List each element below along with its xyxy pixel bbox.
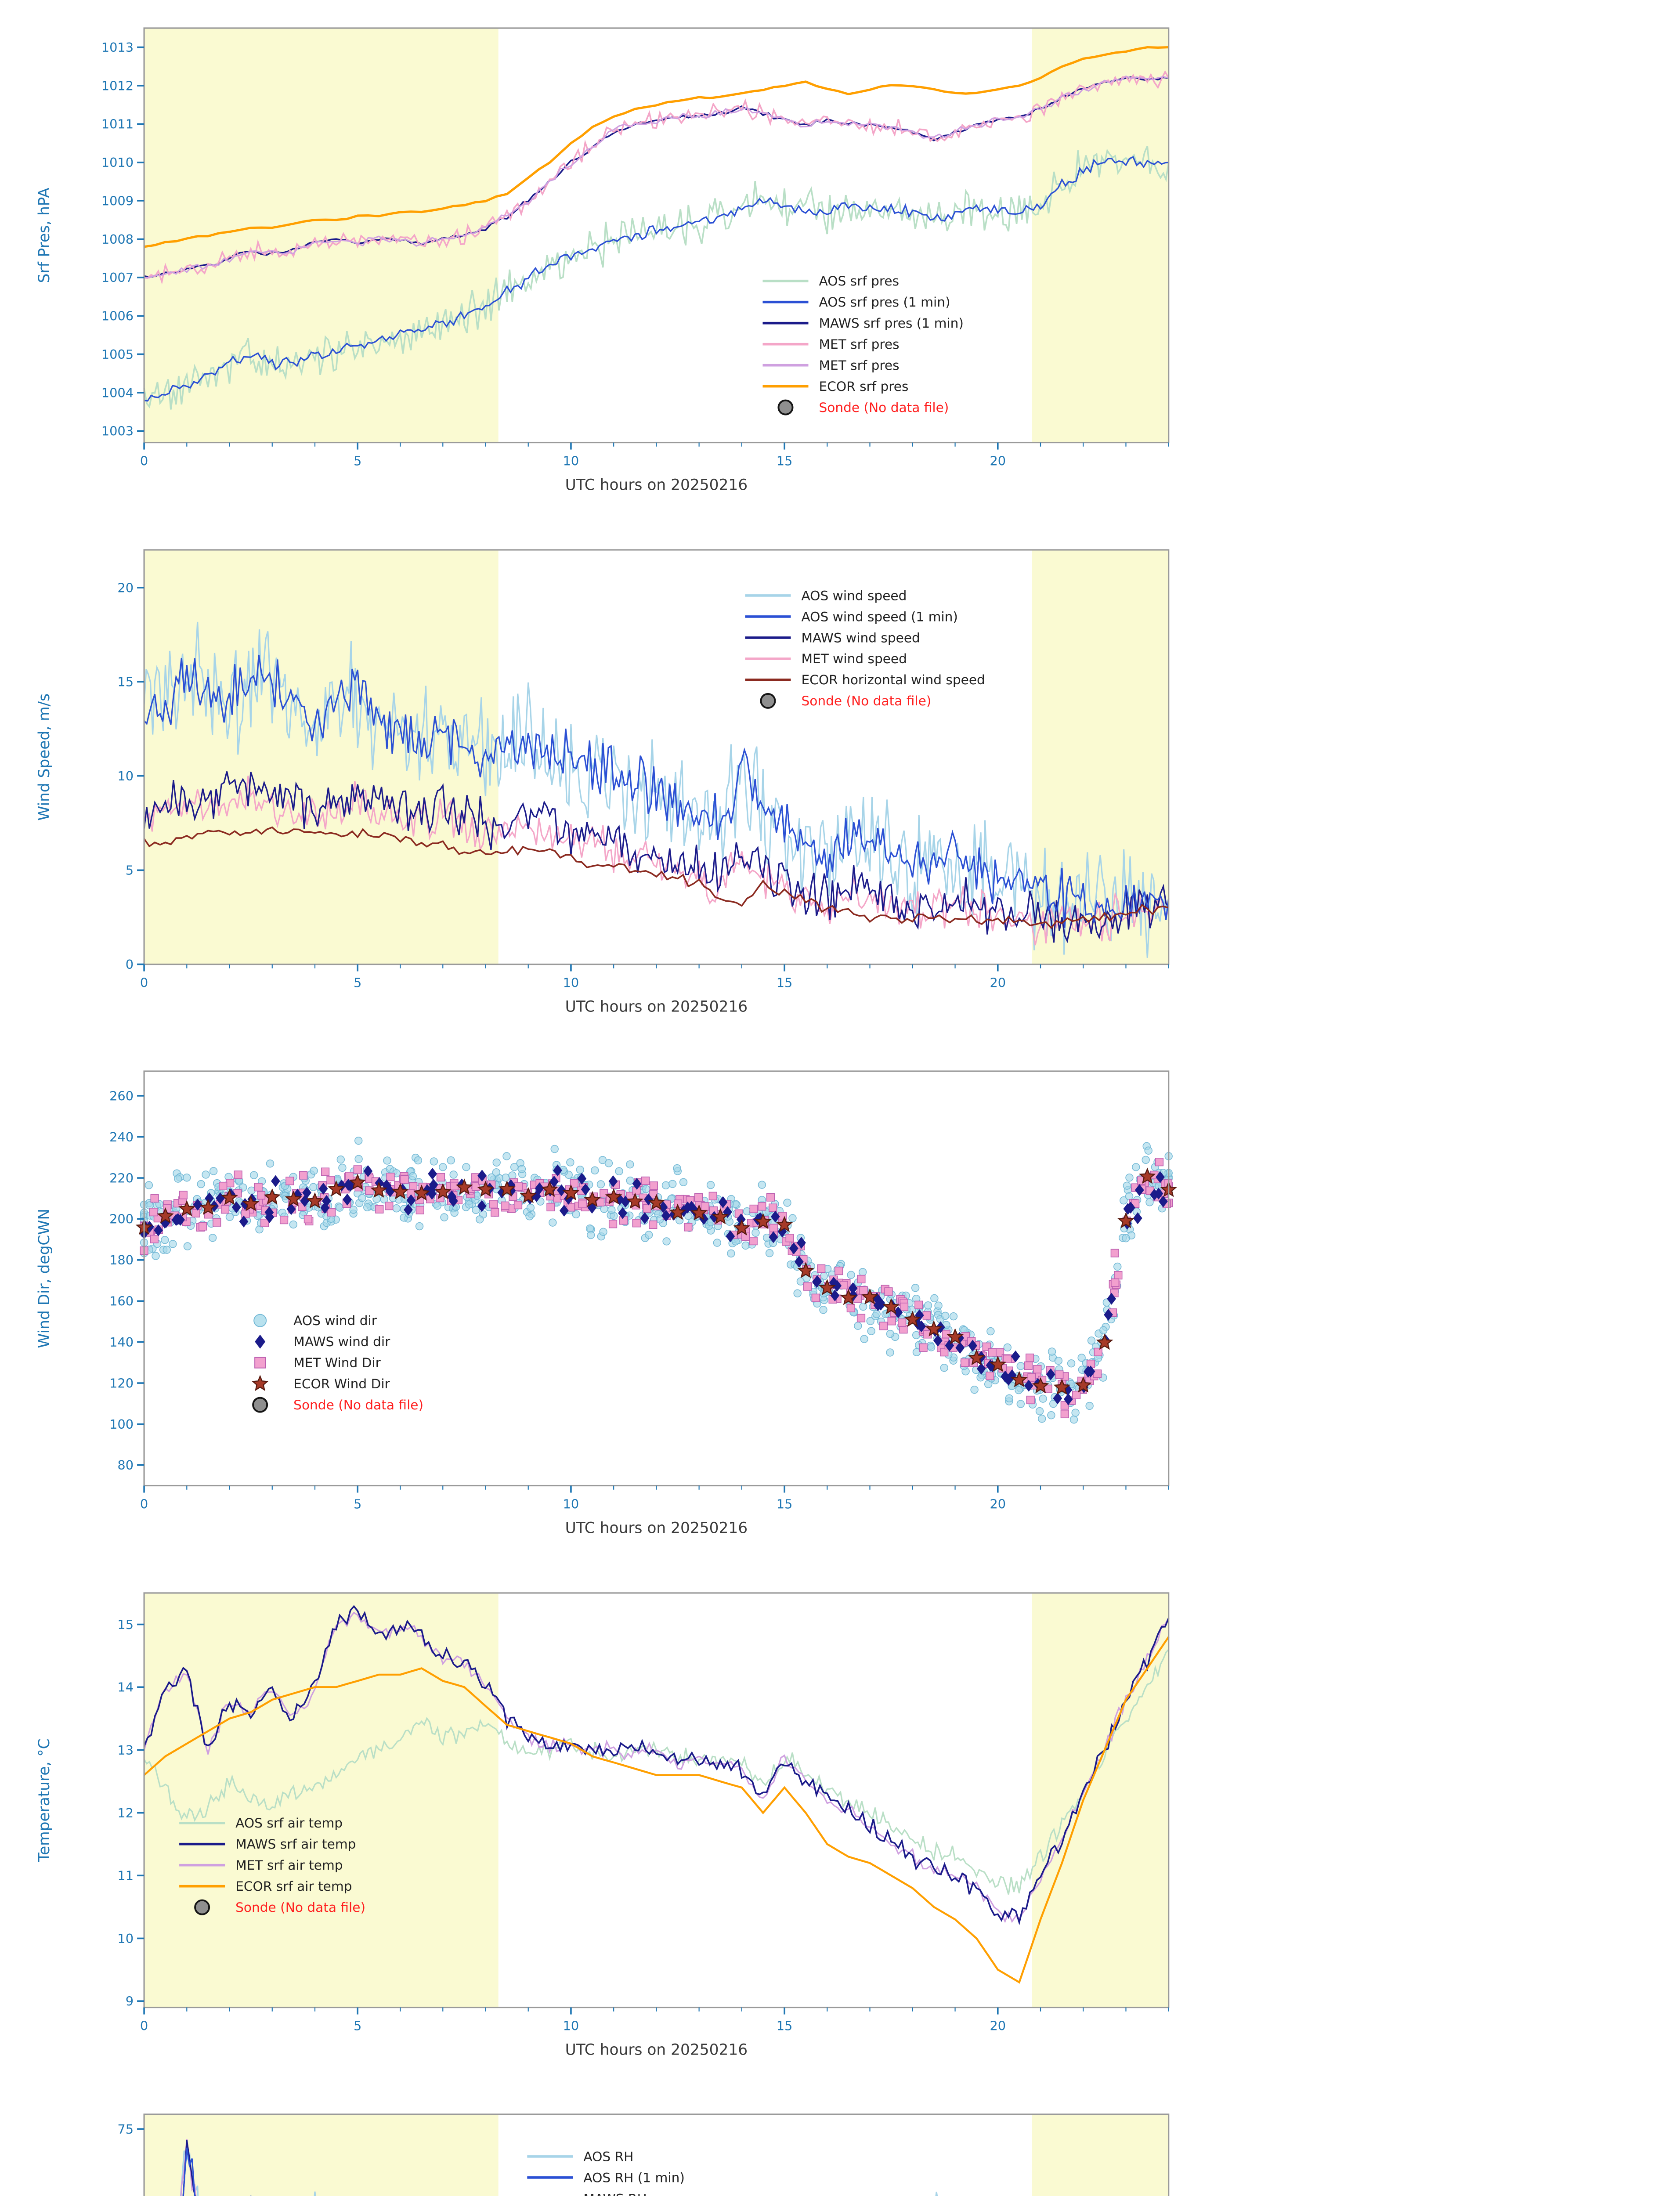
panel-relative-humidity: 05101520505560657075Relative Humidity, %… xyxy=(0,2086,1680,2196)
svg-text:160: 160 xyxy=(109,1294,134,1309)
svg-text:UTC hours on 20250216: UTC hours on 20250216 xyxy=(565,998,748,1015)
svg-text:0: 0 xyxy=(140,975,148,990)
svg-text:MET srf air temp: MET srf air temp xyxy=(235,1858,343,1873)
relative-humidity-chart: 05101520505560657075Relative Humidity, %… xyxy=(117,2113,1170,2196)
svg-text:Sonde (No data file): Sonde (No data file) xyxy=(801,693,931,708)
svg-text:AOS srf pres (1 min): AOS srf pres (1 min) xyxy=(819,295,950,310)
svg-text:1007: 1007 xyxy=(101,270,134,285)
svg-text:10: 10 xyxy=(563,2018,579,2033)
svg-text:1013: 1013 xyxy=(101,40,134,55)
svg-text:AOS wind dir: AOS wind dir xyxy=(293,1313,377,1328)
svg-text:5: 5 xyxy=(354,1497,361,1512)
svg-text:1006: 1006 xyxy=(101,309,134,324)
svg-text:220: 220 xyxy=(109,1170,134,1185)
svg-text:75: 75 xyxy=(117,2122,134,2137)
svg-text:1008: 1008 xyxy=(101,232,134,247)
svg-text:MAWS wind speed: MAWS wind speed xyxy=(801,630,920,645)
svg-text:10: 10 xyxy=(563,454,579,469)
svg-text:5: 5 xyxy=(354,2018,361,2033)
svg-text:Sonde (No data file): Sonde (No data file) xyxy=(293,1398,423,1412)
svg-text:20: 20 xyxy=(990,454,1006,469)
svg-text:1009: 1009 xyxy=(101,193,134,208)
svg-text:11: 11 xyxy=(117,1868,134,1883)
svg-text:100: 100 xyxy=(109,1417,134,1432)
svg-text:Srf Pres, hPA: Srf Pres, hPA xyxy=(36,188,53,283)
svg-text:1011: 1011 xyxy=(101,117,134,132)
svg-text:12: 12 xyxy=(117,1805,134,1820)
svg-text:AOS wind speed (1 min): AOS wind speed (1 min) xyxy=(801,609,957,624)
svg-text:Wind Speed, m/s: Wind Speed, m/s xyxy=(36,693,53,820)
svg-text:ECOR horizontal wind speed: ECOR horizontal wind speed xyxy=(801,672,985,687)
svg-text:MET srf pres: MET srf pres xyxy=(819,358,899,373)
svg-text:MAWS srf air temp: MAWS srf air temp xyxy=(235,1837,356,1852)
svg-text:20: 20 xyxy=(990,1497,1006,1512)
svg-text:14: 14 xyxy=(117,1680,134,1694)
svg-text:15: 15 xyxy=(117,1617,134,1632)
svg-text:1004: 1004 xyxy=(101,385,134,400)
svg-text:10: 10 xyxy=(117,1931,134,1946)
svg-text:ECOR Wind Dir: ECOR Wind Dir xyxy=(293,1376,390,1391)
svg-text:ECOR srf pres: ECOR srf pres xyxy=(819,379,908,394)
panel-wind-speed: 0 5 10 15 20 0 5 10 15 20 Wind Speed, m/s UTC hours… xyxy=(0,522,1680,1044)
svg-text:80: 80 xyxy=(117,1458,134,1473)
svg-text:13: 13 xyxy=(117,1742,134,1757)
svg-text:15: 15 xyxy=(117,674,134,689)
panel-wind-dir: 0 5 10 15 20 80 100 120 140 160 180 200 220 240 260 Win… xyxy=(0,1043,1680,1565)
svg-text:120: 120 xyxy=(109,1376,134,1391)
temperature-chart: 0 5 10 15 20 9 10 11 12 13 14 15 Temperature, °C UTC … xyxy=(36,1592,1170,2059)
svg-text:0: 0 xyxy=(140,1497,148,1512)
svg-text:240: 240 xyxy=(109,1130,134,1145)
srf-pres-chart: 0 5 10 15 20 1003 1004 1005 1006 1007 1008 1009 1010… xyxy=(36,27,1170,494)
svg-text:MET wind speed: MET wind speed xyxy=(801,651,907,666)
svg-text:200: 200 xyxy=(109,1212,134,1227)
svg-text:0: 0 xyxy=(140,2018,148,2033)
svg-text:180: 180 xyxy=(109,1253,134,1268)
svg-text:140: 140 xyxy=(109,1335,134,1350)
svg-text:1003: 1003 xyxy=(101,424,134,439)
wind-speed-chart: 0 5 10 15 20 0 5 10 15 20 Wind Speed, m/s UTC hours… xyxy=(36,549,1170,1015)
svg-text:MET srf pres: MET srf pres xyxy=(819,337,899,352)
svg-text:260: 260 xyxy=(109,1088,134,1103)
wind-dir-chart: 0 5 10 15 20 80 100 120 140 160 180 200 220 240 260 Win… xyxy=(36,1070,1178,1537)
svg-text:15: 15 xyxy=(777,2018,793,2033)
svg-text:MAWS RH: MAWS RH xyxy=(583,2191,647,2196)
svg-text:15: 15 xyxy=(777,1497,793,1512)
svg-text:ECOR srf air temp: ECOR srf air temp xyxy=(235,1879,352,1894)
svg-text:UTC hours on 20250216: UTC hours on 20250216 xyxy=(565,477,748,494)
svg-text:15: 15 xyxy=(777,454,793,469)
svg-text:AOS wind speed: AOS wind speed xyxy=(801,588,907,603)
svg-text:5: 5 xyxy=(354,975,361,990)
svg-text:AOS srf pres: AOS srf pres xyxy=(819,274,899,289)
svg-text:MAWS srf pres (1 min): MAWS srf pres (1 min) xyxy=(819,316,963,331)
svg-text:1012: 1012 xyxy=(101,79,134,94)
svg-text:10: 10 xyxy=(117,768,134,783)
svg-text:AOS srf air temp: AOS srf air temp xyxy=(235,1816,343,1831)
svg-text:Sonde (No data file): Sonde (No data file) xyxy=(235,1900,365,1915)
svg-text:0: 0 xyxy=(140,454,148,469)
panel-temperature: 0 5 10 15 20 9 10 11 12 13 14 15 Temperature, °C UTC … xyxy=(0,1565,1680,2087)
svg-text:1010: 1010 xyxy=(101,155,134,170)
svg-text:20: 20 xyxy=(990,2018,1006,2033)
svg-text:AOS RH: AOS RH xyxy=(583,2149,633,2164)
svg-text:UTC hours on 20250216: UTC hours on 20250216 xyxy=(565,2041,748,2059)
svg-text:5: 5 xyxy=(126,863,134,878)
panel-srf-pres: 0 5 10 15 20 1003 1004 1005 1006 1007 1008 1009 1010… xyxy=(0,0,1680,522)
svg-text:AOS RH (1 min): AOS RH (1 min) xyxy=(583,2170,685,2185)
svg-text:15: 15 xyxy=(777,975,793,990)
svg-text:9: 9 xyxy=(126,1994,134,2008)
svg-text:MET Wind Dir: MET Wind Dir xyxy=(293,1355,381,1370)
svg-text:10: 10 xyxy=(563,1497,579,1512)
svg-text:5: 5 xyxy=(354,454,361,469)
svg-text:20: 20 xyxy=(990,975,1006,990)
svg-text:Wind Dir, degCWN: Wind Dir, degCWN xyxy=(36,1209,53,1348)
svg-text:10: 10 xyxy=(563,975,579,990)
svg-text:Sonde (No data file): Sonde (No data file) xyxy=(819,400,949,415)
svg-text:MAWS wind dir: MAWS wind dir xyxy=(293,1334,390,1349)
svg-text:Temperature, °C: Temperature, °C xyxy=(36,1738,53,1862)
svg-text:1005: 1005 xyxy=(101,347,134,362)
svg-text:UTC hours on 20250216: UTC hours on 20250216 xyxy=(565,1520,748,1537)
svg-text:20: 20 xyxy=(117,580,134,595)
svg-text:0: 0 xyxy=(126,957,134,972)
